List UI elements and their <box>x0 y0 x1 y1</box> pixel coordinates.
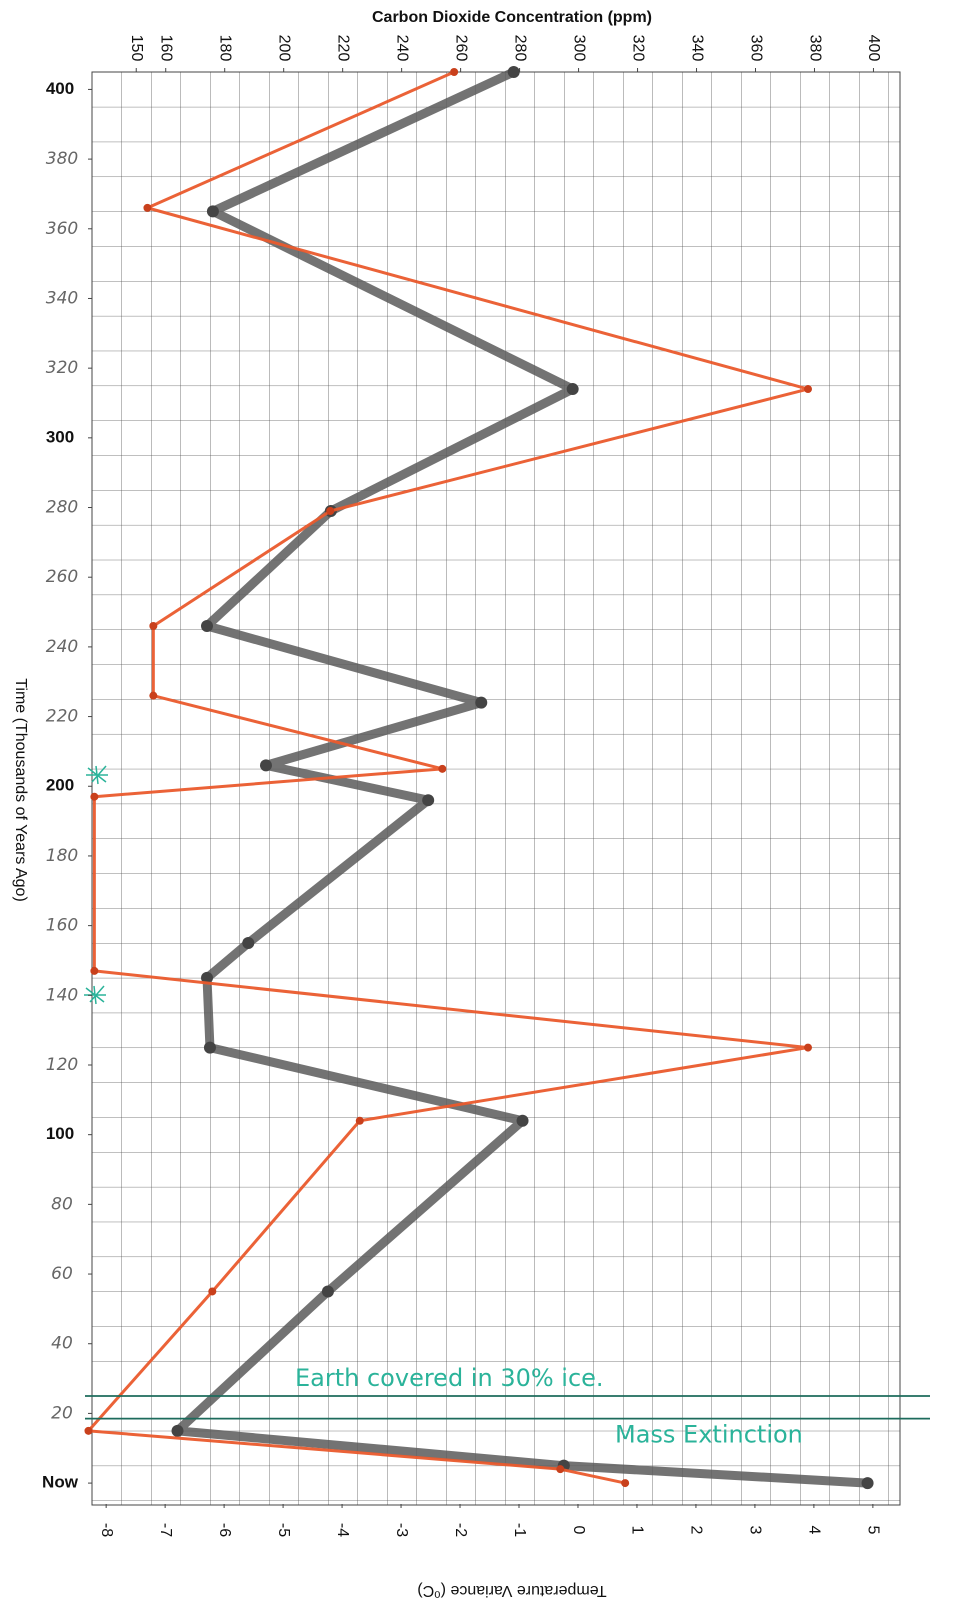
data-point <box>84 1427 92 1435</box>
y-tick-label: Now <box>42 1473 79 1492</box>
x-tick-label: 400 <box>865 35 882 62</box>
y-tick-label: 160 <box>46 916 78 936</box>
data-point <box>242 937 254 949</box>
x2-tick-label: 4 <box>806 1526 823 1535</box>
x-tick-label: 340 <box>688 35 705 62</box>
y-tick-label: 360 <box>46 219 78 239</box>
y-axis-title: Time (Thousands of Years Ago) <box>12 678 29 902</box>
data-point <box>172 1425 184 1437</box>
y-tick-label: 60 <box>51 1264 73 1284</box>
y-tick-label: 140 <box>46 985 78 1005</box>
x2-tick-label: 5 <box>865 1526 882 1535</box>
x2-tick-label: -7 <box>157 1523 174 1537</box>
data-point <box>450 68 458 76</box>
y-tick-label: 220 <box>46 707 78 727</box>
data-point <box>475 697 487 709</box>
data-point <box>567 383 579 395</box>
x-tick-label: 300 <box>570 35 587 62</box>
x2-axis-title: Temperature Variance (⁰C) <box>417 1582 606 1599</box>
y-tick-label: 20 <box>51 1403 73 1423</box>
data-point <box>862 1477 874 1489</box>
y-tick-label: 400 <box>46 79 74 98</box>
y-tick-label: 40 <box>51 1334 73 1354</box>
x-tick-label: 220 <box>334 35 351 62</box>
data-point <box>207 205 219 217</box>
y-tick-label: 240 <box>46 637 78 657</box>
data-point <box>90 793 98 801</box>
y-tick-label: 340 <box>46 288 78 308</box>
data-point <box>517 1115 529 1127</box>
x2-tick-label: 2 <box>688 1526 705 1535</box>
data-point <box>143 204 151 212</box>
x-tick-label: 380 <box>806 35 823 62</box>
x-tick-label: 280 <box>511 35 528 62</box>
annotation-text: Earth covered in 30% ice. <box>295 1364 604 1392</box>
y-tick-label: 180 <box>46 846 78 866</box>
data-point <box>322 1285 334 1297</box>
x2-tick-label: -8 <box>98 1523 115 1537</box>
data-point <box>149 692 157 700</box>
data-point <box>260 759 272 771</box>
x-tick-label: 360 <box>747 35 764 62</box>
x-tick-label: 150 <box>128 35 145 62</box>
y-tick-label: 260 <box>46 567 78 587</box>
data-point <box>508 66 520 78</box>
data-point <box>804 1044 812 1052</box>
data-point <box>208 1287 216 1295</box>
x2-tick-label: -2 <box>452 1523 469 1537</box>
chart: Carbon Dioxide Concentration (ppm) Tempe… <box>0 0 953 1609</box>
x2-tick-label: 3 <box>747 1526 764 1535</box>
data-point <box>356 1117 364 1125</box>
data-point <box>90 967 98 975</box>
x2-tick-label: -6 <box>216 1523 233 1537</box>
annotation-text: Mass Extinction <box>615 1421 803 1449</box>
x-tick-label: 320 <box>629 35 646 62</box>
y-tick-label: 200 <box>46 776 74 795</box>
x-tick-label: 180 <box>216 35 233 62</box>
x2-tick-label: -5 <box>275 1523 292 1537</box>
x-tick-label: 200 <box>275 35 292 62</box>
y-tick-label: 320 <box>46 358 78 378</box>
chart-title: Carbon Dioxide Concentration (ppm) <box>372 9 652 26</box>
x2-tick-label: -4 <box>334 1523 351 1537</box>
y-tick-label: 300 <box>46 427 74 446</box>
data-point <box>804 385 812 393</box>
data-point <box>201 620 213 632</box>
x2-tick-label: 0 <box>570 1526 587 1535</box>
data-point <box>438 765 446 773</box>
y-tick-label: 80 <box>51 1194 73 1214</box>
data-point <box>422 794 434 806</box>
x-tick-label: 260 <box>452 35 469 62</box>
y-tick-label: 100 <box>46 1124 74 1143</box>
data-point <box>149 622 157 630</box>
x2-tick-label: -1 <box>511 1523 528 1537</box>
x2-tick-label: -3 <box>393 1523 410 1537</box>
data-point <box>556 1465 564 1473</box>
y-tick-label: 120 <box>46 1055 78 1075</box>
data-point <box>204 1042 216 1054</box>
x2-tick-label: 1 <box>629 1526 646 1535</box>
data-point <box>621 1479 629 1487</box>
y-tick-label: 280 <box>46 498 78 518</box>
x-tick-label: 240 <box>393 35 410 62</box>
x-tick-label: 160 <box>157 35 174 62</box>
y-tick-label: 380 <box>46 149 78 169</box>
data-point <box>326 507 334 515</box>
